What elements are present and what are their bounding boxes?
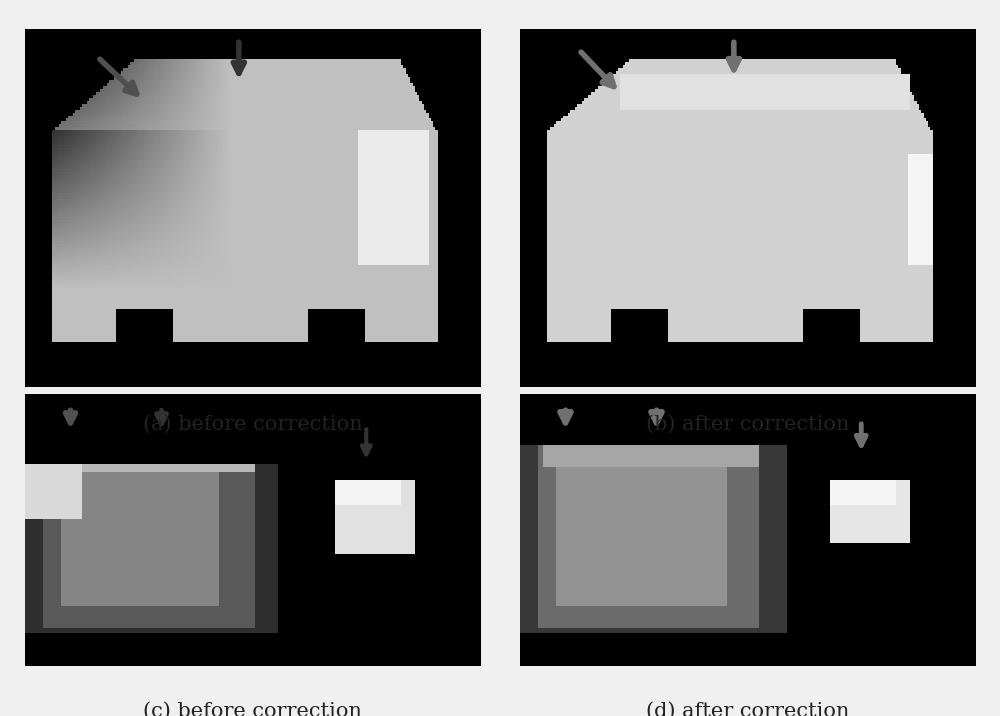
Text: (b) after correction: (b) after correction — [646, 415, 849, 435]
Text: (c) before correction: (c) before correction — [143, 702, 362, 716]
Text: (a) before correction: (a) before correction — [143, 415, 362, 435]
Text: (d) after correction: (d) after correction — [646, 702, 849, 716]
